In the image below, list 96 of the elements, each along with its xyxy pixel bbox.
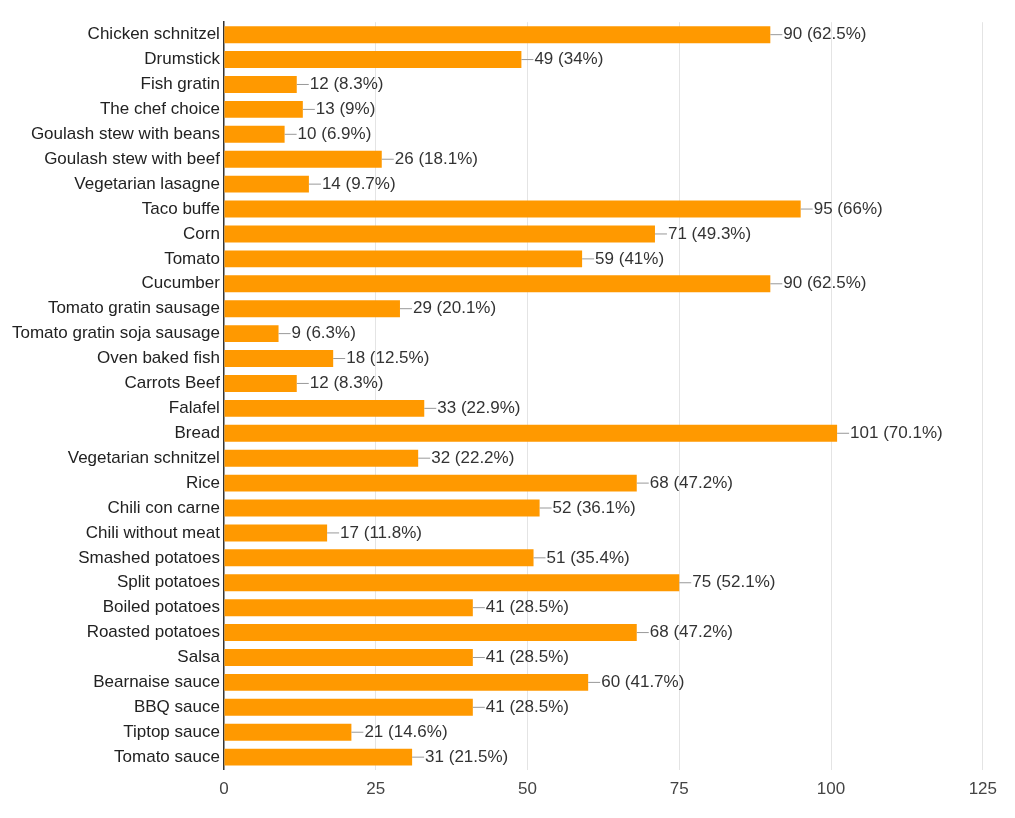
bar [224, 698, 473, 716]
data-label: 13 (9%) [315, 99, 376, 119]
y-tick-label: Rice [185, 472, 220, 492]
y-tick-label: Oven baked fish [97, 348, 220, 368]
data-label: 18 (12.5%) [346, 348, 430, 368]
bar [224, 399, 425, 417]
data-label: 101 (70.1%) [850, 422, 943, 442]
y-tick-label: Split potatoes [116, 572, 220, 592]
bar [224, 225, 655, 243]
y-tick-label: BBQ sauce [133, 697, 220, 716]
x-tick-label: 125 [968, 779, 998, 799]
y-tick-label: Tomato gratin soja sausage [12, 323, 220, 343]
bar [224, 76, 297, 93]
data-label: 68 (47.2%) [649, 622, 733, 642]
bar [224, 549, 534, 567]
y-tick-label: Chili without meat [85, 522, 221, 542]
y-tick-label: Bearnaise sauce [93, 672, 220, 692]
data-label: 71 (49.3%) [667, 223, 752, 243]
y-tick-label: Tiptop sauce [123, 721, 220, 741]
bar [224, 350, 334, 367]
data-label: 10 (6.9%) [297, 124, 372, 143]
data-label: 41 (28.5%) [485, 597, 569, 617]
data-label: 31 (21.5%) [425, 746, 509, 766]
data-label: 21 (14.6%) [364, 721, 448, 741]
bar [224, 100, 303, 118]
data-label: 33 (22.9%) [437, 398, 521, 418]
y-tick-label: Chicken schnitzel [87, 24, 220, 44]
bar [224, 723, 352, 741]
y-tick-label: Cucumber [141, 273, 221, 293]
y-tick-label: Tomato gratin sausage [47, 298, 220, 318]
y-tick-label: Roasted potatoes [86, 622, 220, 642]
y-tick-label: Goulash stew with beef [44, 148, 221, 168]
y-tick-label: The chef choice [99, 99, 220, 119]
data-label: 90 (62.5%) [783, 24, 867, 44]
data-label: 60 (41.7%) [601, 672, 685, 692]
y-tick-label: Chili con carne [107, 497, 220, 517]
bar [224, 275, 771, 293]
bar [224, 424, 838, 442]
bar [224, 449, 419, 467]
data-label: 75 (52.1%) [692, 572, 776, 592]
bar [224, 300, 400, 318]
data-label: 17 (11.8%) [340, 522, 423, 542]
data-label: 95 (66%) [813, 198, 883, 218]
data-label: 90 (62.5%) [783, 273, 867, 293]
bar [224, 649, 473, 666]
bar [224, 150, 382, 168]
bar [224, 474, 637, 492]
data-label: 41 (28.5%) [485, 697, 569, 716]
bar [224, 574, 680, 592]
y-tick-label: Bread [174, 422, 220, 442]
x-tick-label: 50 [518, 779, 537, 799]
data-label: 29 (20.1%) [412, 298, 497, 318]
data-label: 59 (41%) [595, 248, 665, 268]
y-tick-label: Tomato [164, 248, 220, 268]
y-tick-label: Salsa [177, 647, 221, 667]
bar [224, 125, 285, 143]
y-tick-label: Taco buffe [141, 198, 220, 218]
y-tick-label: Falafel [168, 398, 220, 418]
y-tick-label: Boiled potatoes [102, 597, 220, 617]
data-label: 52 (36.1%) [552, 497, 636, 517]
y-tick-label: Corn [183, 223, 220, 243]
data-label: 49 (34%) [534, 49, 604, 69]
data-label: 41 (28.5%) [485, 647, 569, 667]
data-label: 26 (18.1%) [394, 148, 478, 168]
bar [224, 599, 473, 617]
bar [224, 51, 522, 69]
y-tick-label: Carrots Beef [124, 373, 221, 393]
data-label: 32 (22.2%) [431, 447, 515, 467]
bar [224, 200, 801, 218]
y-tick-label: Goulash stew with beans [30, 124, 220, 143]
x-tick-label: 100 [816, 779, 846, 799]
bar [224, 499, 540, 517]
bar [224, 673, 589, 691]
data-label: 51 (35.4%) [546, 547, 630, 567]
x-tick-label: 0 [219, 779, 229, 799]
data-label: 12 (8.3%) [309, 373, 384, 393]
data-label: 12 (8.3%) [309, 74, 384, 94]
data-label: 68 (47.2%) [649, 472, 733, 492]
x-tick-label: 25 [366, 779, 386, 799]
y-tick-label: Tomato sauce [114, 746, 220, 766]
bar [224, 26, 771, 44]
y-tick-label: Fish gratin [140, 74, 220, 94]
y-tick-label: Smashed potatoes [78, 547, 220, 567]
bar [224, 374, 297, 392]
bar [224, 175, 309, 193]
bar [224, 325, 279, 343]
bar [224, 624, 637, 642]
y-tick-label: Vegetarian schnitzel [67, 447, 220, 467]
bar [224, 748, 413, 766]
y-tick-label: Vegetarian lasagne [74, 173, 220, 193]
data-label: 9 (6.3%) [291, 323, 356, 343]
y-tick-label: Drumstick [144, 49, 221, 69]
data-label: 14 (9.7%) [321, 173, 396, 193]
bar [224, 524, 328, 542]
x-tick-label: 75 [669, 779, 689, 799]
bar [224, 250, 583, 268]
